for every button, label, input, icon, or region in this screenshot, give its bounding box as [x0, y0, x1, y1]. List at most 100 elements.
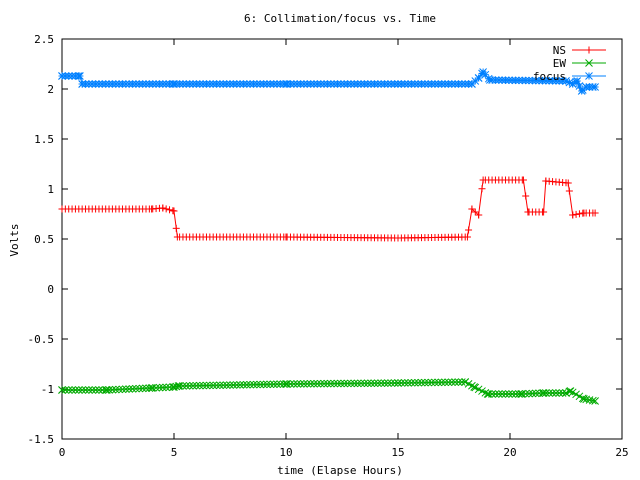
- legend-label-ew: EW: [553, 57, 567, 70]
- sample-marker-ew: [541, 389, 550, 397]
- sample-marker-ew: [437, 378, 446, 387]
- sample-marker-ew: [81, 386, 90, 394]
- sample-marker-ew: [589, 396, 597, 405]
- sample-marker-ew: [145, 384, 154, 392]
- sample-marker-ew: [121, 385, 130, 394]
- sample-marker-ew: [205, 381, 214, 390]
- sample-marker-ew: [192, 381, 201, 390]
- sample-marker-ew: [508, 390, 517, 398]
- sample-marker-ew: [236, 381, 244, 389]
- legend-label-focus: focus: [533, 70, 566, 83]
- y-tick-label: -0.5: [28, 333, 55, 346]
- sample-marker-ew: [320, 379, 328, 388]
- sample-marker-ns: [478, 185, 486, 193]
- sample-marker-ns: [159, 204, 167, 212]
- sample-marker-ew: [169, 383, 177, 391]
- sample-marker-ew: [269, 380, 278, 389]
- y-tick-label: 2: [47, 83, 54, 96]
- sample-marker-ew: [310, 379, 318, 388]
- sample-marker-ew: [414, 378, 423, 387]
- sample-marker-ew: [78, 386, 87, 394]
- sample-marker-ns: [461, 233, 469, 241]
- sample-marker-ew: [242, 380, 251, 389]
- sample-marker-ns: [468, 205, 476, 213]
- series-layer: [58, 68, 599, 405]
- x-axis-label: time (Elapse Hours): [277, 464, 403, 477]
- sample-marker-ew: [491, 390, 500, 398]
- sample-marker-ew: [417, 378, 426, 387]
- sample-marker-ns: [166, 206, 174, 214]
- sample-marker-ew: [434, 378, 443, 387]
- sample-marker-ew: [249, 380, 258, 389]
- sample-marker-ew: [394, 379, 402, 387]
- sample-marker-focus: [474, 74, 483, 82]
- y-tick-label: -1.5: [28, 433, 55, 446]
- axes: 0 5 10 15 20 25 -1.5 -1 -0.5 0 0.5 1 1.5 2 2.5: [28, 33, 629, 459]
- sample-marker-ns: [162, 205, 170, 213]
- sample-marker-ns: [518, 176, 526, 184]
- sample-marker-ew: [343, 379, 352, 388]
- sample-marker-ns: [522, 192, 530, 200]
- sample-marker-ew: [555, 389, 564, 397]
- sample-marker-ew: [138, 384, 147, 393]
- sample-marker-ew: [152, 383, 160, 392]
- sample-marker-ew: [521, 389, 530, 398]
- x-tick-label: 10: [279, 446, 292, 459]
- sample-marker-ew: [390, 379, 399, 387]
- sample-marker-ew: [410, 378, 419, 387]
- sample-marker-ew: [216, 381, 224, 390]
- chart-title: 6: Collimation/focus vs. Time: [244, 12, 436, 25]
- sample-marker-ew: [488, 390, 496, 398]
- sample-marker-ew: [279, 380, 288, 388]
- sample-marker-ew: [219, 381, 228, 390]
- sample-marker-ew: [253, 380, 261, 389]
- sample-marker-ew: [209, 381, 218, 390]
- sample-marker-ew: [259, 380, 268, 389]
- y-tick-label: -1: [41, 383, 54, 396]
- sample-marker-ew: [306, 379, 315, 388]
- sample-marker-ew: [185, 381, 194, 390]
- sample-marker-ns: [538, 208, 546, 216]
- sample-marker-ew: [58, 386, 66, 394]
- sample-marker-ew: [380, 379, 389, 387]
- sample-marker-ew: [300, 379, 308, 388]
- sample-marker-ew: [68, 386, 76, 394]
- sample-marker-ew: [115, 385, 123, 394]
- sample-marker-ew: [353, 379, 362, 388]
- y-axis-label: Volts: [8, 223, 21, 256]
- sample-marker-ns: [475, 211, 483, 219]
- sample-marker-ew: [195, 381, 204, 390]
- sample-marker-ew: [457, 378, 466, 386]
- sample-marker-ew: [377, 379, 386, 388]
- legend-marker-focus: [585, 72, 593, 80]
- sample-marker-ew: [95, 386, 103, 394]
- series-focus: [58, 68, 599, 95]
- legend-label-ns: NS: [553, 44, 566, 57]
- sample-marker-ew: [427, 378, 436, 387]
- y-tick-label: 0: [47, 283, 54, 296]
- sample-marker-ns: [569, 211, 577, 219]
- sample-marker-ns: [589, 209, 597, 217]
- sample-marker-ew: [451, 378, 459, 387]
- sample-marker-ew: [340, 379, 349, 388]
- sample-marker-ew: [441, 378, 449, 387]
- sample-marker-ew: [525, 389, 533, 398]
- x-tick-label: 20: [503, 446, 516, 459]
- sample-marker-ew: [303, 379, 312, 388]
- sample-marker-ew: [498, 390, 507, 398]
- sample-marker-ew: [101, 386, 110, 394]
- sample-marker-ew: [273, 380, 281, 389]
- sample-marker-ew: [360, 379, 369, 388]
- sample-marker-ew: [108, 385, 117, 394]
- sample-marker-ew: [337, 379, 345, 388]
- sample-marker-ew: [447, 378, 456, 387]
- sample-marker-ew: [189, 381, 197, 390]
- sample-marker-ew: [212, 381, 221, 390]
- y-tick-label: 1: [47, 183, 54, 196]
- sample-marker-ns: [572, 210, 580, 218]
- sample-marker-ew: [293, 380, 302, 388]
- sample-marker-ew: [283, 380, 291, 388]
- sample-marker-ew: [545, 389, 554, 397]
- sample-marker-ns: [172, 224, 180, 232]
